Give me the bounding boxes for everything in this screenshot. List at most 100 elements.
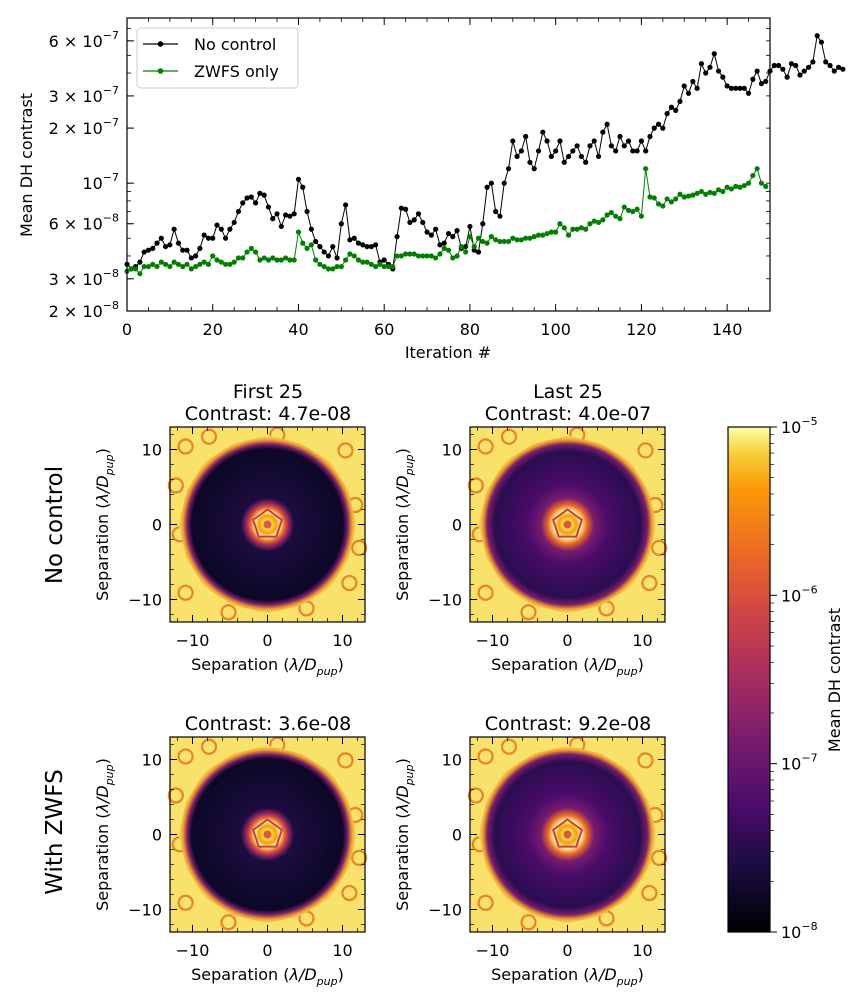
data-point [167, 263, 173, 270]
data-point [741, 85, 747, 91]
data-point [651, 125, 657, 131]
data-point [295, 176, 302, 182]
data-point [728, 85, 735, 91]
data-point [514, 153, 520, 160]
hm-xlabel: Separation (λ/Dpup) [491, 965, 644, 988]
data-point [347, 237, 353, 243]
speckle [467, 477, 484, 494]
data-point [797, 72, 803, 78]
data-point [398, 253, 404, 259]
data-point [364, 259, 370, 265]
data-point [415, 211, 422, 217]
speckle [341, 884, 358, 902]
data-point [703, 70, 709, 76]
data-point [591, 138, 597, 144]
data-point [325, 253, 332, 259]
data-point [415, 253, 422, 259]
legend-marker-no-control [157, 41, 164, 47]
data-point [197, 245, 203, 251]
data-point [317, 243, 323, 250]
data-point [647, 194, 653, 200]
data-point [750, 76, 756, 82]
line-chart-xlabel: Iteration # [405, 343, 491, 362]
data-point [703, 191, 709, 197]
data-point [591, 218, 597, 224]
data-point [450, 255, 456, 261]
hm-xtick-label: 10 [332, 631, 352, 650]
data-point [407, 219, 413, 226]
data-point [171, 226, 177, 232]
data-point [707, 64, 713, 70]
data-point [505, 166, 512, 172]
data-point [668, 104, 675, 110]
hm-xtick-label: 0 [562, 941, 572, 960]
xtick-label: 20 [203, 320, 223, 339]
hm-ylabel: Separation (λ/Dpup) [393, 448, 416, 601]
data-point [737, 85, 743, 91]
speckle [341, 574, 358, 592]
data-point [484, 184, 490, 190]
data-point [531, 166, 537, 172]
data-point [180, 247, 186, 253]
data-point [437, 251, 443, 257]
data-point [625, 207, 632, 213]
data-point [283, 212, 289, 218]
data-point [617, 133, 623, 140]
data-point [643, 166, 649, 172]
data-point [253, 200, 259, 206]
data-point [188, 266, 194, 272]
data-point [565, 153, 572, 160]
data-point [754, 68, 760, 74]
data-point [201, 232, 207, 238]
speckle [520, 914, 537, 931]
data-point [685, 193, 692, 199]
contrast-line-chart: 0 20 40 60 80 100 120 140 2 × 10−8 3 × 10−8 6 × 1… [17, 17, 846, 362]
data-point [467, 223, 473, 230]
data-point [454, 253, 460, 259]
data-point [527, 159, 533, 165]
data-point [368, 243, 374, 250]
data-point [463, 249, 469, 255]
data-point [471, 247, 477, 253]
data-point [775, 62, 782, 69]
data-point [240, 200, 246, 206]
core-center [563, 830, 572, 839]
heatmap-nc-last: −10 −10 0 0 10 10 Separation (λ/Dpup) Separatio… [393, 426, 668, 678]
data-point [660, 203, 666, 209]
data-point [313, 257, 319, 263]
data-point [330, 243, 336, 250]
data-point [570, 148, 576, 154]
data-point [137, 271, 143, 277]
data-point [467, 234, 473, 240]
data-point [171, 259, 177, 265]
colorbar-gradient [727, 426, 771, 933]
data-point [793, 62, 799, 69]
speckle [167, 477, 184, 494]
speckle [651, 849, 668, 867]
data-point [291, 211, 297, 217]
data-point [758, 180, 765, 186]
data-point [162, 261, 169, 267]
data-point [154, 240, 160, 246]
hm-xtick-label: 10 [632, 631, 652, 650]
data-point [222, 235, 229, 241]
data-point [150, 245, 156, 251]
core-ring [252, 818, 283, 848]
speckle [500, 738, 518, 755]
data-point [403, 206, 409, 212]
hm-ytick-label: 10 [442, 441, 462, 460]
data-point [690, 78, 696, 85]
xtick-label: 0 [122, 320, 132, 339]
data-point [561, 159, 567, 165]
data-point [750, 172, 756, 179]
data-point [763, 78, 769, 85]
row-label-no-control: No control [42, 466, 68, 584]
data-point [210, 235, 216, 241]
data-point [317, 261, 323, 267]
data-point [523, 133, 529, 140]
heatmap-zwfs-first: −10 −10 0 0 10 10 Separation (λ/Dpup) Separatio… [93, 736, 368, 988]
data-point [287, 213, 293, 219]
data-point [458, 243, 464, 250]
legend-frame [136, 27, 299, 89]
line-chart-ylabel: Mean DH contrast [17, 93, 36, 237]
